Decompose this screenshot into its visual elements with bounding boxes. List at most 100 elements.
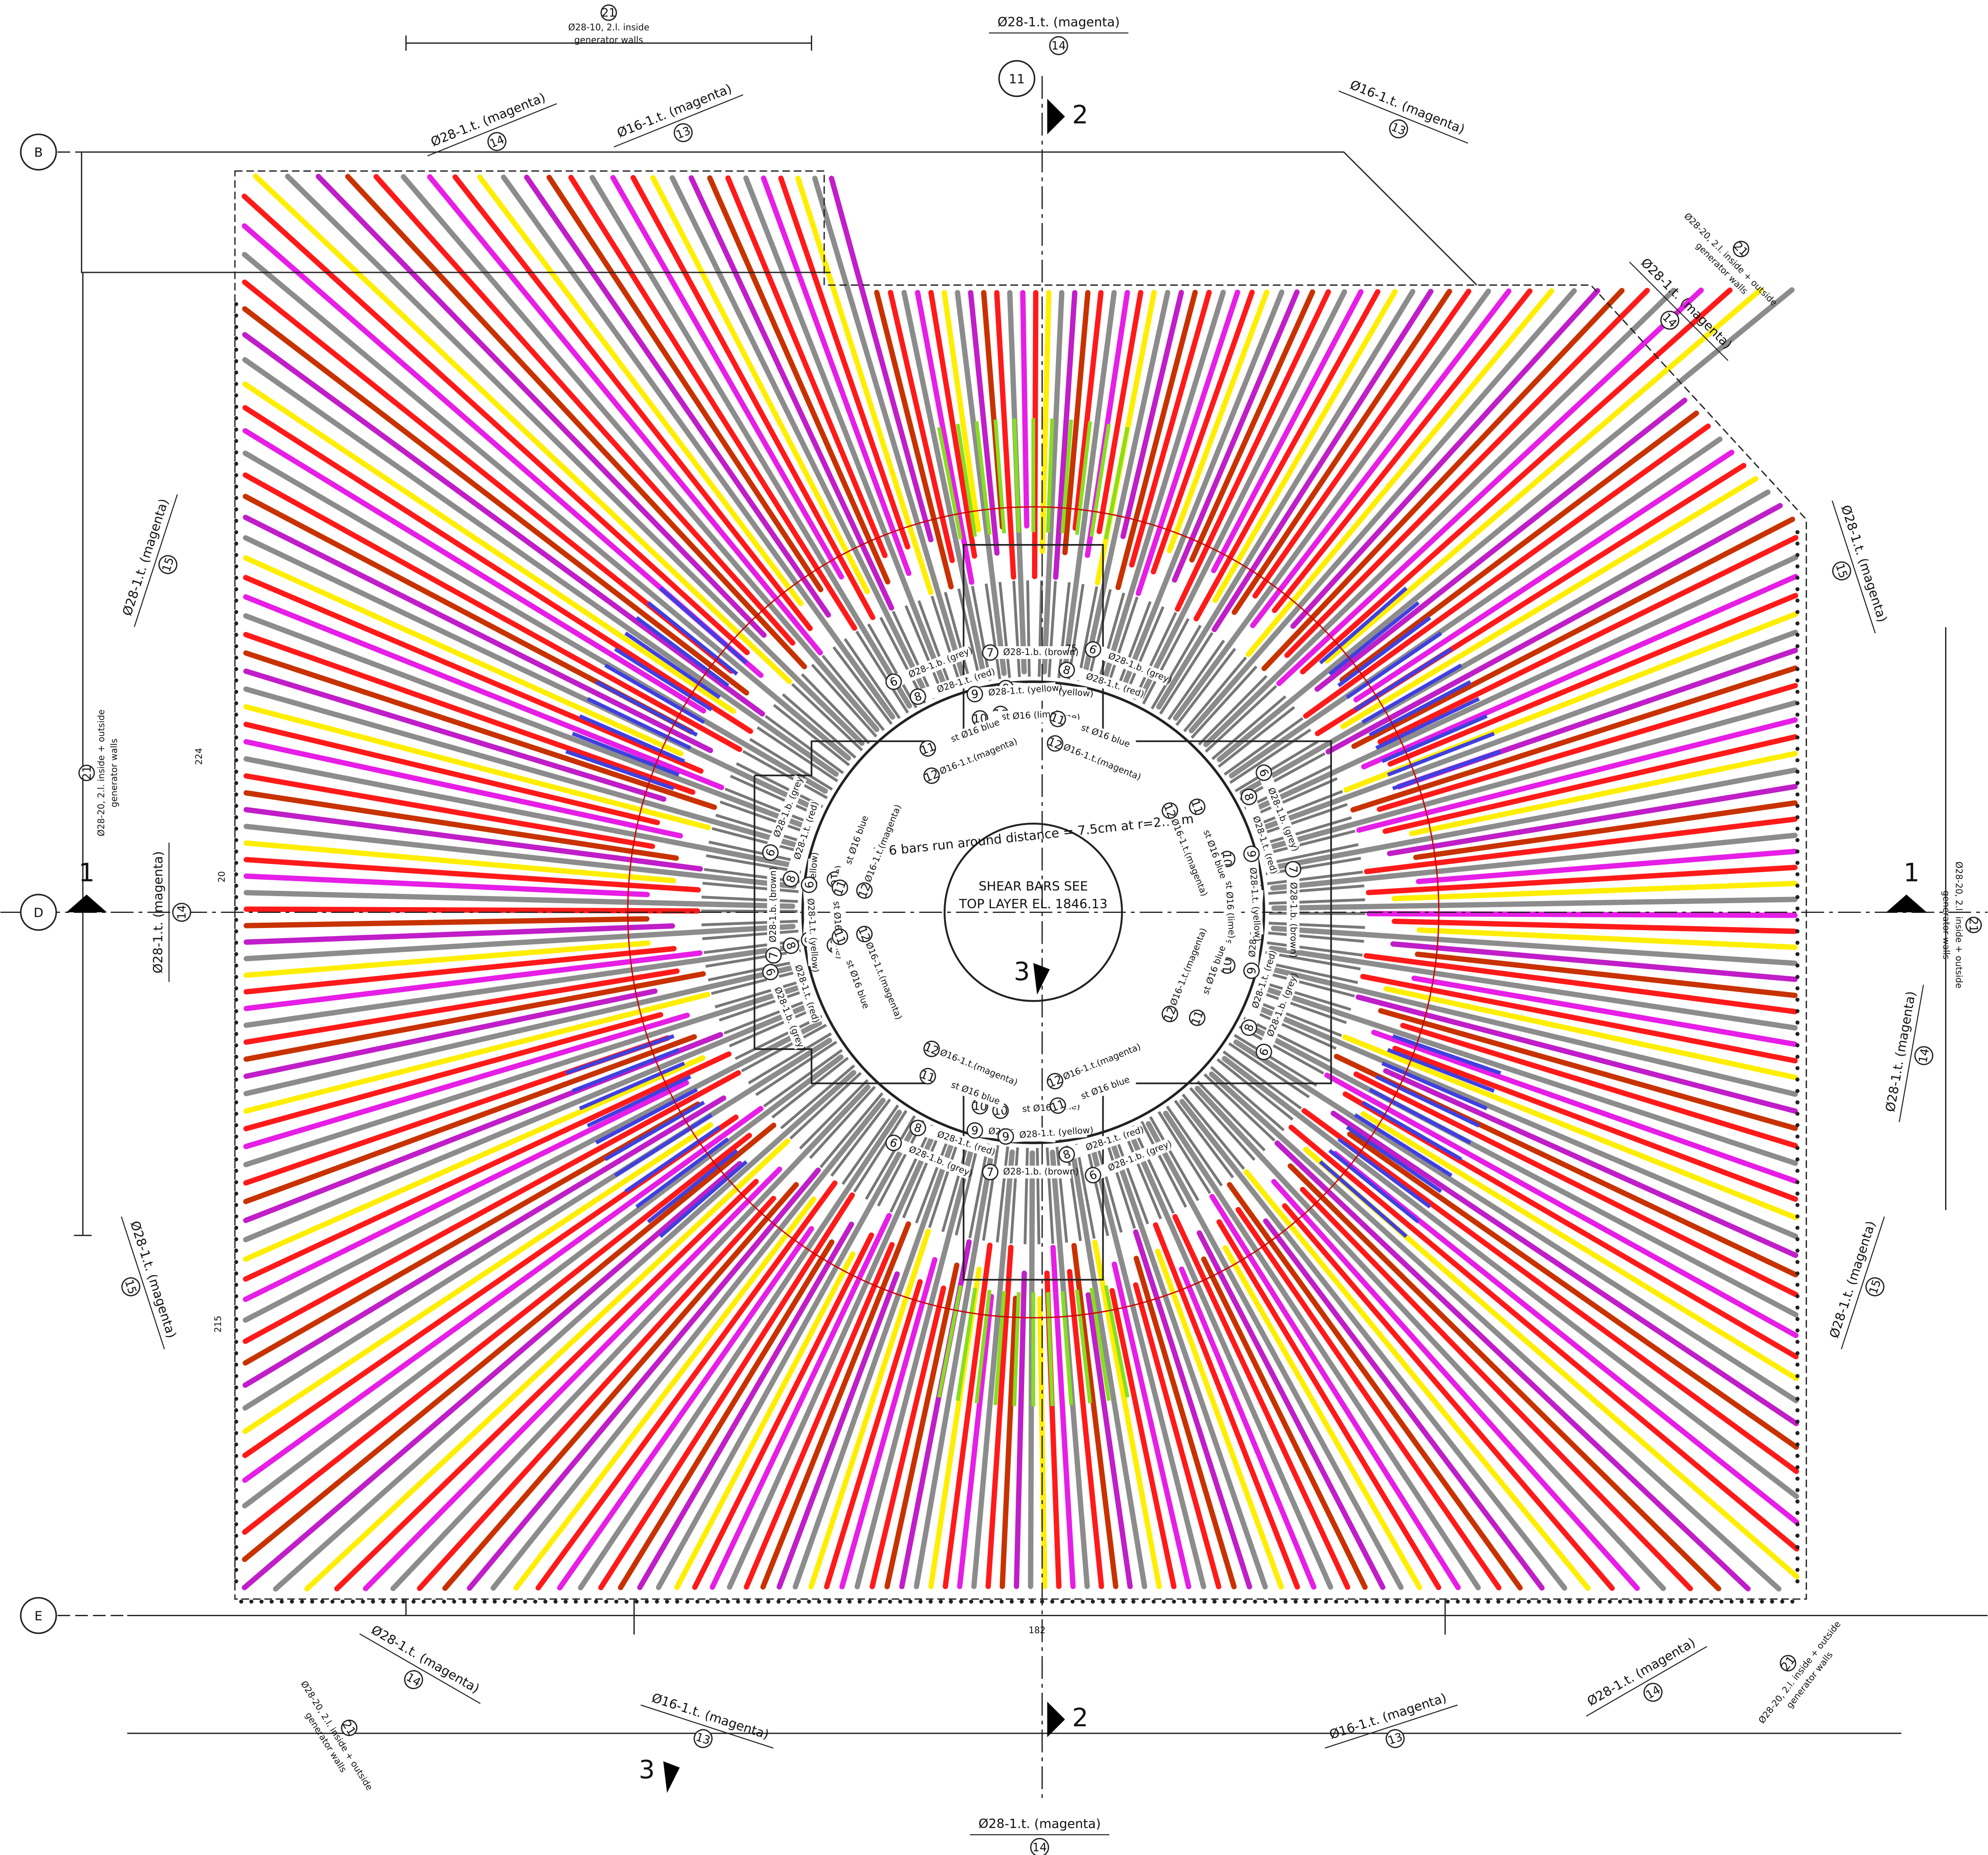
inner-bar [1113,1133,1149,1225]
rebar-dot [1795,1362,1800,1367]
tick [405,1599,1446,1635]
stirrup [956,1288,977,1401]
rebar-dot [1486,1599,1490,1604]
rebar-dot [442,1599,446,1604]
ref-circle [919,740,936,757]
rebar [315,174,767,638]
rebar-dot [1760,1599,1764,1604]
rebar-dot [234,986,238,991]
rebar-dot [1111,1599,1115,1604]
rebar [674,1251,856,1590]
ref-circle [1049,1097,1066,1114]
rebar [1050,1245,1076,1589]
rebar-dot [1283,1599,1288,1604]
rebar-dot [1795,1054,1800,1059]
inner-bar [1268,921,1365,929]
inner-bar [701,920,798,927]
rebar [243,555,684,757]
rebar-dot [234,1454,238,1458]
inner-bar [1267,870,1363,885]
rebar-dot [1009,1599,1014,1604]
rebar-dot [1795,815,1800,820]
rebar-dot [1795,1066,1800,1070]
rebar-dot [756,1599,760,1604]
ref-circle [1832,561,1851,581]
inner-bar [1268,884,1365,895]
rebar-dot [234,450,238,455]
rebar [467,1167,821,1591]
rebar-dot [234,781,238,786]
rebar [243,946,677,995]
rebar-dot [583,1599,588,1604]
rebar [242,428,706,714]
label-box [934,1045,1009,1085]
rebar-dot [234,770,238,774]
rebar [1392,1046,1798,1202]
rebar [1272,288,1533,613]
rebar [546,175,824,592]
label-box [1166,936,1206,1012]
rebar-dot [1608,1599,1612,1604]
rebar-dot [878,1599,882,1604]
rebar-dot [234,906,238,911]
rebar-dot [259,1599,264,1604]
inner-label: Ø28-1.b. (brown) [1003,647,1079,657]
rebar-dot [1587,1599,1592,1604]
rebar [243,594,725,790]
rebar [243,790,679,861]
rebar-dot [234,815,238,820]
rebar [273,1070,856,1592]
inner-bar [702,882,799,893]
rebar-dot [401,1599,406,1604]
ref-circle [982,1164,999,1180]
rebar-dot [234,1248,238,1253]
rebar [243,1080,689,1302]
axis-bubble [20,133,57,171]
stirrup [1387,1048,1495,1093]
rebar-dot [290,1599,294,1604]
rebar [285,173,865,746]
rebar [1222,1056,1800,1499]
rebar-dot [234,1397,238,1401]
inner-bar [889,1124,933,1213]
inner-bar [701,896,798,903]
stirrup [587,697,691,750]
rebar-dot [1795,701,1800,705]
rebar [1353,1071,1799,1297]
stirrup [1354,1113,1453,1177]
stirrup [1346,631,1443,699]
rebar [1267,767,1798,871]
rebar [1265,966,1798,1097]
rebar [243,535,819,812]
inner-bar [1122,1129,1162,1219]
rebar-dot [857,1599,862,1604]
rebar-dot [1795,872,1800,877]
rebar-dot [1795,1260,1800,1264]
rebar-dot [1496,1599,1501,1604]
stirrup [1361,1100,1462,1161]
stirrup [1075,421,1092,535]
rebar-dot [939,1599,943,1604]
label-box [1095,645,1171,686]
rebar-dot [1689,1599,1693,1604]
inner-bar [701,909,798,913]
rebar-dot [999,1599,1004,1604]
rebar [707,175,890,585]
rebar-dot [604,1599,608,1604]
stirrup [1060,419,1073,534]
rebar [1288,1124,1800,1552]
rebar-dot [391,1599,395,1604]
rebar [812,176,967,684]
rebar [839,1257,938,1590]
rebar [242,357,839,777]
rebar [1227,1182,1523,1591]
section-arrow [1033,963,1050,995]
rebar [345,174,807,670]
rebar [243,943,798,1028]
rebar-dot [1795,861,1800,865]
rebar-dot [1648,1599,1653,1604]
rebar-dot [234,940,238,945]
stirrup [587,1075,691,1128]
inner-bar [755,1041,837,1096]
